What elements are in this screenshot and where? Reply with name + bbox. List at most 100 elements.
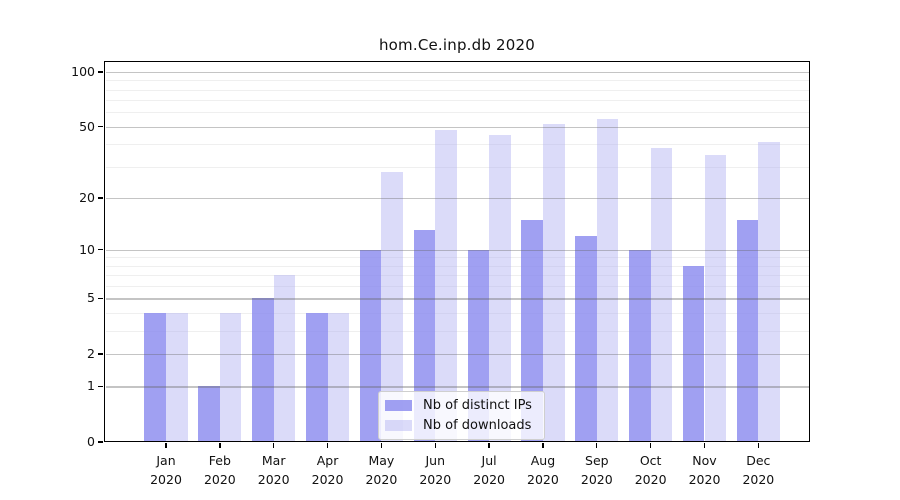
x-tick-mark-aug xyxy=(542,443,544,448)
bar-dec-distinct-ips xyxy=(736,219,759,441)
bar-oct-distinct-ips xyxy=(629,249,651,441)
bar-mar-downloads xyxy=(273,275,296,441)
x-tick-mark-jun xyxy=(434,443,436,448)
bar-jan-distinct-ips xyxy=(144,312,166,441)
y-tick-label-50: 50 xyxy=(79,118,95,134)
x-label-year: 2020 xyxy=(527,472,559,487)
y-tick-mark-50 xyxy=(98,126,103,128)
y-tick-label-10: 10 xyxy=(79,241,95,257)
x-label-month: Sep xyxy=(585,453,609,468)
bar-aug-distinct-ips xyxy=(521,219,543,441)
legend: Nb of distinct IPs Nb of downloads xyxy=(378,391,545,440)
bar-aug-downloads xyxy=(542,123,565,441)
x-tick-label-feb: Feb 2020 xyxy=(193,451,247,489)
y-tick-label-0: 0 xyxy=(87,434,95,449)
x-tick-mark-oct xyxy=(649,443,652,448)
bar-jun-downloads xyxy=(435,129,457,441)
x-label-month: May xyxy=(368,453,395,468)
y-tick-label-5: 5 xyxy=(87,290,95,306)
x-label-year: 2020 xyxy=(257,472,290,487)
x-tick-mark-may xyxy=(380,443,383,448)
x-tick-label-dec: Dec 2020 xyxy=(731,451,785,489)
x-label-month: Apr xyxy=(316,453,339,468)
x-label-year: 2020 xyxy=(473,472,505,487)
bar-jul-downloads xyxy=(489,135,511,441)
gridline-minor-70 xyxy=(106,100,809,102)
x-label-year: 2020 xyxy=(688,472,721,487)
x-label-year: 2020 xyxy=(580,472,613,487)
x-label-month: Oct xyxy=(639,453,662,468)
x-tick-mark-apr xyxy=(326,443,329,448)
legend-item-downloads: Nb of downloads xyxy=(385,418,534,433)
y-tick-mark-0 xyxy=(98,441,103,443)
bar-oct-downloads xyxy=(650,148,673,441)
gridline-major-5 xyxy=(106,298,809,300)
bar-dec-downloads xyxy=(758,142,780,441)
gridline-minor-3 xyxy=(106,330,809,332)
y-tick-label-20: 20 xyxy=(79,189,95,205)
gridline-minor-80 xyxy=(106,89,809,91)
x-label-month: Jan xyxy=(156,453,176,468)
x-label-year: 2020 xyxy=(150,472,182,487)
bar-mar-distinct-ips xyxy=(252,298,274,441)
x-label-year: 2020 xyxy=(311,472,344,487)
gridline-minor-8 xyxy=(106,265,809,267)
gridline-major-10 xyxy=(106,249,809,252)
gridline-minor-60 xyxy=(106,112,809,114)
y-tick-label-100: 100 xyxy=(71,64,95,79)
y-tick-label-2: 2 xyxy=(87,345,95,361)
y-tick-mark-10 xyxy=(98,249,103,251)
x-tick-label-jul: Jul 2020 xyxy=(462,451,516,489)
x-tick-label-jun: Jun 2020 xyxy=(408,451,462,489)
x-label-year: 2020 xyxy=(365,472,398,487)
x-tick-mark-jan xyxy=(165,443,167,448)
y-tick-mark-2 xyxy=(98,353,103,355)
gridline-minor-40 xyxy=(106,144,809,146)
x-label-year: 2020 xyxy=(419,472,452,487)
bar-may-distinct-ips xyxy=(359,249,382,441)
gridline-minor-90 xyxy=(106,80,809,82)
x-tick-mark-nov xyxy=(703,443,706,448)
x-tick-mark-jul xyxy=(488,443,490,448)
x-tick-label-may: May 2020 xyxy=(354,451,408,489)
x-tick-label-mar: Mar 2020 xyxy=(247,451,301,489)
y-tick-mark-20 xyxy=(98,197,103,199)
gridline-major-1 xyxy=(106,386,809,388)
x-label-month: Dec xyxy=(746,453,771,468)
x-label-month: Jun xyxy=(425,453,446,468)
bar-nov-downloads xyxy=(704,154,727,441)
x-tick-label-nov: Nov 2020 xyxy=(678,451,732,489)
bar-feb-downloads xyxy=(219,312,242,441)
x-tick-label-sep: Sep 2020 xyxy=(570,451,624,489)
gridline-major-2 xyxy=(106,353,809,356)
legend-item-distinct-ips: Nb of distinct IPs xyxy=(385,398,534,413)
gridline-minor-6 xyxy=(106,285,809,287)
x-tick-mark-feb xyxy=(219,443,221,448)
bar-apr-distinct-ips xyxy=(305,312,328,441)
legend-swatch-distinct-ips xyxy=(385,400,412,411)
bar-may-downloads xyxy=(381,172,403,441)
gridline-minor-7 xyxy=(106,275,809,277)
x-label-month: Feb xyxy=(208,453,231,468)
gridline-major-20 xyxy=(106,197,809,200)
bar-jun-distinct-ips xyxy=(413,230,436,441)
x-label-month: Nov xyxy=(692,453,717,468)
bar-apr-downloads xyxy=(327,312,350,441)
gridline-minor-30 xyxy=(106,166,809,168)
x-label-year: 2020 xyxy=(203,472,236,487)
legend-label-downloads: Nb of downloads xyxy=(423,418,532,433)
y-tick-mark-100 xyxy=(98,71,103,73)
x-tick-label-aug: Aug 2020 xyxy=(516,451,570,489)
x-label-month: Jul xyxy=(481,453,497,468)
y-tick-label-1: 1 xyxy=(87,378,95,394)
x-tick-label-oct: Oct 2020 xyxy=(624,451,678,489)
legend-label-distinct-ips: Nb of distinct IPs xyxy=(423,398,532,413)
bar-sep-downloads xyxy=(596,119,619,441)
legend-swatch-downloads xyxy=(385,420,412,431)
x-label-month: Mar xyxy=(261,453,286,468)
x-tick-mark-dec xyxy=(757,443,760,448)
bar-feb-distinct-ips xyxy=(198,386,220,441)
bar-jan-downloads xyxy=(166,312,188,441)
x-label-year: 2020 xyxy=(742,472,775,487)
